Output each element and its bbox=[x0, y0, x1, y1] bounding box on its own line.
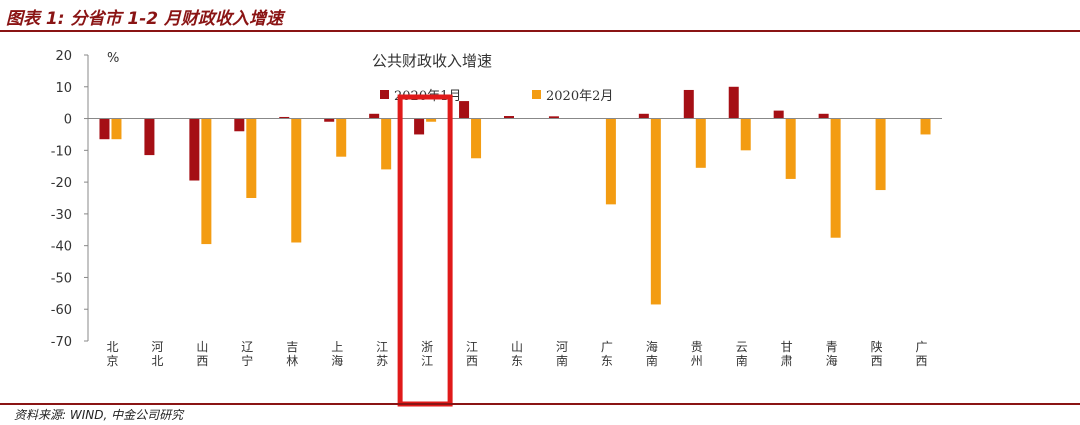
y-tick-label: -20 bbox=[51, 176, 72, 191]
x-category-label: 甘肃 bbox=[781, 340, 793, 368]
bar-feb bbox=[291, 118, 302, 243]
legend-swatch-jan bbox=[380, 90, 389, 99]
chart-title: 公共财政收入增速 bbox=[372, 52, 492, 70]
x-category-label: 海南 bbox=[646, 339, 658, 368]
source-note: 资料来源: WIND, 中金公司研究 bbox=[14, 408, 184, 422]
y-tick-label: 10 bbox=[55, 81, 72, 96]
y-tick-label: -70 bbox=[51, 335, 72, 350]
x-category-label: 江苏 bbox=[376, 340, 388, 368]
x-category-label: 陕西 bbox=[871, 339, 883, 368]
x-category-label: 河北 bbox=[151, 340, 163, 368]
x-category-label: 广东 bbox=[601, 340, 613, 368]
bar-jan bbox=[324, 118, 335, 122]
bar-feb bbox=[246, 118, 257, 198]
y-tick-label: -40 bbox=[51, 240, 72, 255]
bar-jan bbox=[234, 118, 245, 132]
bar-jan bbox=[369, 113, 380, 119]
bar-jan bbox=[683, 89, 694, 119]
x-category-label: 吉林 bbox=[286, 340, 298, 368]
bar-jan bbox=[99, 118, 110, 140]
bar-jan bbox=[144, 118, 155, 156]
x-category-label: 江西 bbox=[466, 340, 478, 368]
x-category-label: 广西 bbox=[916, 340, 928, 368]
y-tick-label: 0 bbox=[64, 113, 72, 128]
bar-jan bbox=[818, 113, 829, 119]
y-tick-label: 20 bbox=[55, 49, 72, 64]
x-category-label: 云南 bbox=[736, 340, 748, 368]
x-category-label: 贵州 bbox=[691, 340, 703, 368]
bar-feb bbox=[336, 118, 347, 157]
x-category-label: 山西 bbox=[196, 340, 208, 368]
legend-label-feb: 2020年2月 bbox=[546, 89, 613, 104]
bar-feb bbox=[201, 118, 212, 245]
bar-jan bbox=[548, 116, 559, 119]
bar-feb bbox=[920, 118, 931, 135]
bar-jan bbox=[414, 118, 425, 135]
figure-title: 图表 1: 分省市 1-2 月财政收入增速 bbox=[6, 9, 284, 29]
bar-jan bbox=[773, 110, 784, 119]
bar-feb bbox=[605, 118, 616, 205]
footer-divider bbox=[0, 403, 1080, 405]
bar-feb bbox=[875, 118, 886, 191]
y-tick-label: -60 bbox=[51, 303, 72, 318]
x-category-label: 青海 bbox=[826, 340, 838, 368]
bar-feb bbox=[111, 118, 122, 140]
y-tick-label: -30 bbox=[51, 208, 72, 223]
bar-jan bbox=[638, 113, 649, 119]
report-header: 图表 1: 分省市 1-2 月财政收入增速 bbox=[0, 0, 1080, 32]
bar-feb bbox=[695, 118, 706, 168]
x-category-label: 辽宁 bbox=[241, 340, 253, 368]
bar-jan bbox=[189, 118, 200, 181]
y-axis-unit: % bbox=[107, 51, 119, 66]
bar-jan bbox=[459, 101, 470, 119]
bar-feb bbox=[426, 118, 437, 122]
y-tick-label: -50 bbox=[51, 271, 72, 286]
bar-jan bbox=[504, 116, 514, 119]
x-category-label: 北京 bbox=[106, 340, 118, 368]
legend-swatch-feb bbox=[532, 90, 541, 99]
bar-feb bbox=[830, 118, 841, 238]
header-divider bbox=[0, 30, 1080, 32]
x-category-label: 上海 bbox=[331, 340, 343, 368]
x-category-label: 浙江 bbox=[421, 340, 433, 368]
bar-jan bbox=[279, 116, 290, 119]
x-category-label: 山东 bbox=[511, 340, 523, 368]
bar-feb bbox=[381, 118, 392, 170]
bar-feb bbox=[740, 118, 751, 151]
y-tick-label: -10 bbox=[51, 144, 72, 159]
bar-feb bbox=[471, 118, 482, 159]
bar-feb bbox=[650, 118, 661, 305]
x-category-label: 河南 bbox=[556, 340, 568, 368]
bar-jan bbox=[728, 86, 739, 119]
bar-feb bbox=[785, 118, 796, 179]
